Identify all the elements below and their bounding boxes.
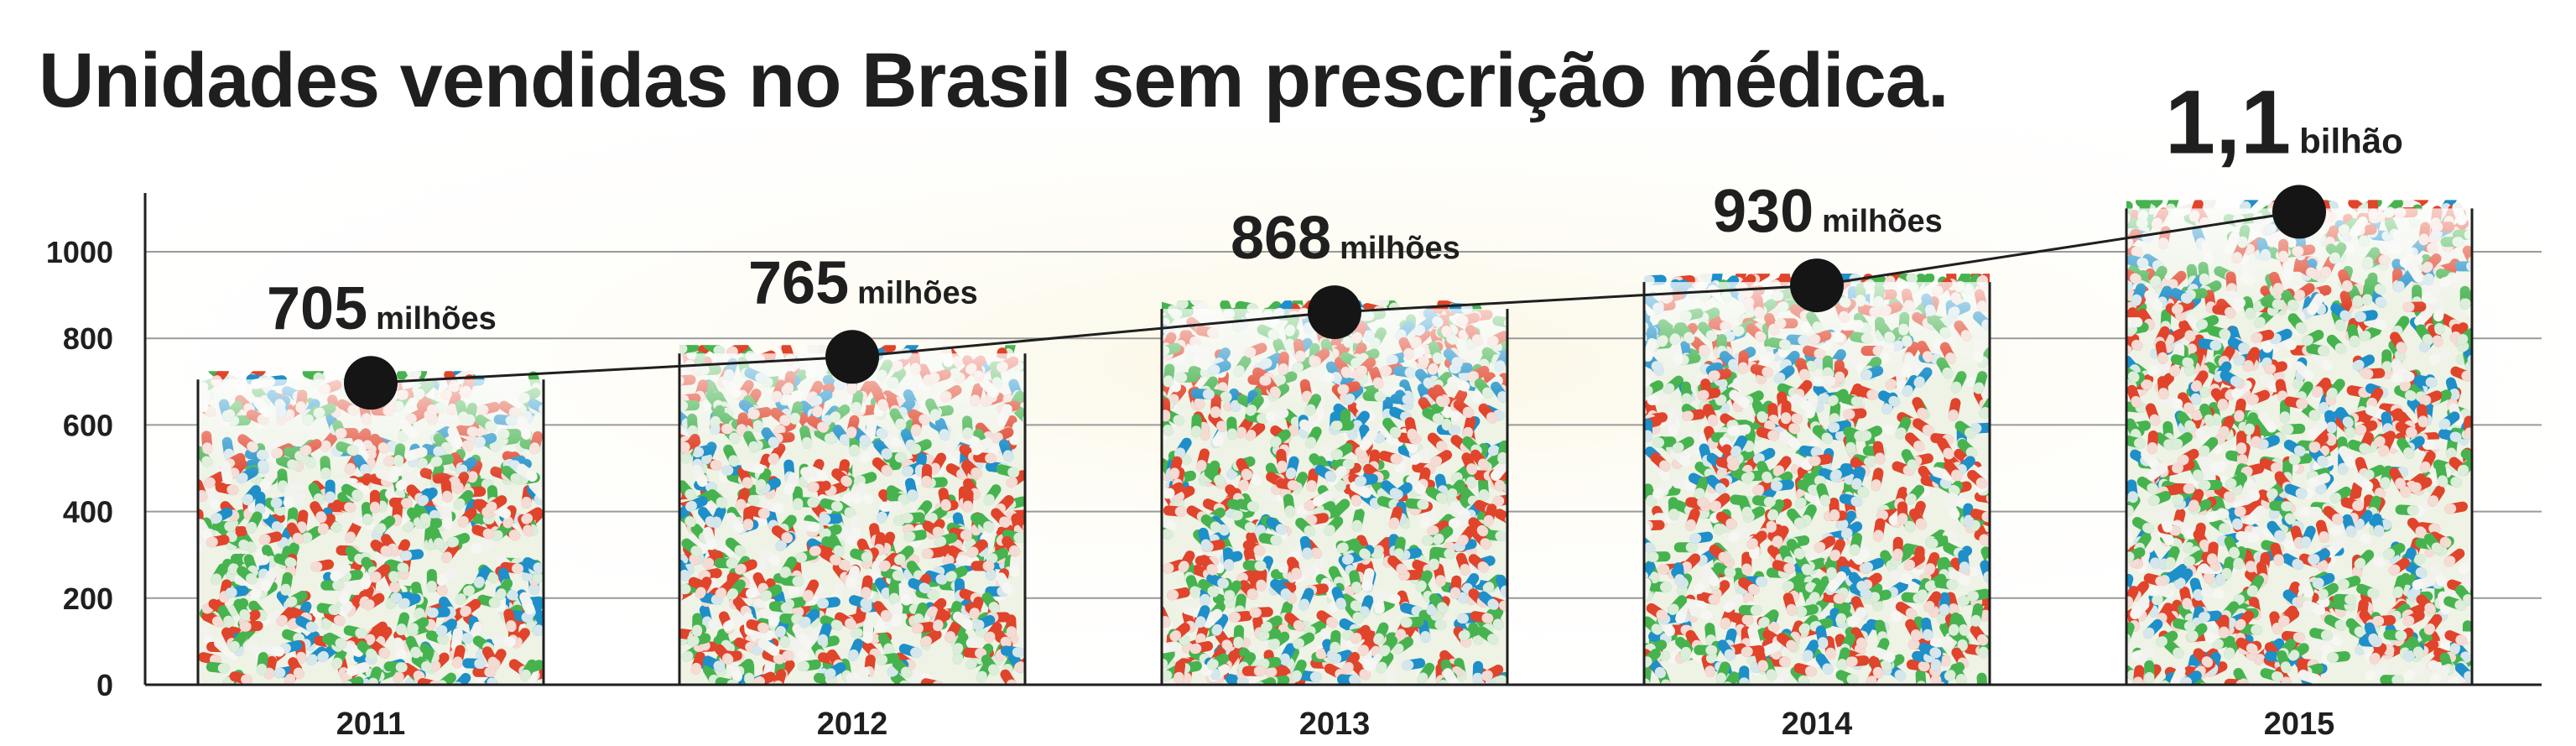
data-label: 765 milhões bbox=[748, 249, 978, 316]
y-tick-label: 800 bbox=[63, 321, 113, 356]
data-label: 868 milhões bbox=[1231, 205, 1460, 272]
y-tick-label: 600 bbox=[63, 408, 113, 442]
y-tick-label: 1000 bbox=[46, 235, 113, 269]
x-tick-label: 2013 bbox=[1299, 707, 1371, 742]
x-tick-label: 2015 bbox=[2264, 707, 2335, 742]
y-tick-label: 400 bbox=[63, 495, 113, 530]
bar-2011 bbox=[196, 371, 545, 685]
bar-2013 bbox=[1160, 300, 1509, 685]
x-tick-label: 2014 bbox=[1782, 707, 1853, 742]
bar-2012 bbox=[678, 345, 1027, 685]
y-tick-label: 0 bbox=[96, 668, 113, 702]
data-label: 930 milhões bbox=[1713, 178, 1943, 245]
data-point-marker bbox=[1308, 285, 1361, 340]
x-tick-label: 2011 bbox=[336, 707, 405, 742]
data-label: 705 milhões bbox=[267, 275, 497, 342]
chart-title: Unidades vendidas no Brasil sem prescriç… bbox=[39, 38, 1949, 123]
data-point-marker bbox=[825, 330, 879, 384]
bar-2015 bbox=[2125, 200, 2474, 685]
bar-2014 bbox=[1642, 274, 1991, 685]
y-tick-label: 200 bbox=[63, 582, 113, 616]
data-point-marker bbox=[2272, 185, 2326, 239]
data-point-marker bbox=[1790, 258, 1844, 313]
data-label: 1,1 bilhão bbox=[2165, 70, 2403, 172]
data-point-marker bbox=[344, 356, 398, 410]
x-tick-label: 2012 bbox=[817, 707, 888, 742]
